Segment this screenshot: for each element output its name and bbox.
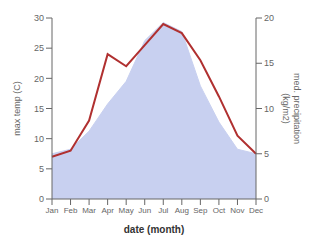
svg-text:0: 0	[39, 194, 44, 204]
svg-text:30: 30	[34, 13, 44, 23]
svg-text:15: 15	[34, 104, 44, 114]
svg-text:10: 10	[34, 134, 44, 144]
svg-text:Jul: Jul	[158, 206, 168, 215]
svg-text:max temp (C): max temp (C)	[12, 81, 22, 136]
svg-text:May: May	[119, 206, 134, 215]
svg-text:Aug: Aug	[175, 206, 189, 215]
svg-text:20: 20	[34, 74, 44, 84]
svg-text:Mar: Mar	[82, 206, 96, 215]
svg-text:Dec: Dec	[249, 206, 263, 215]
svg-text:5: 5	[39, 164, 44, 174]
svg-text:5: 5	[264, 149, 269, 159]
svg-text:Feb: Feb	[64, 206, 78, 215]
svg-text:Sep: Sep	[193, 206, 208, 215]
svg-text:15: 15	[264, 58, 274, 68]
svg-text:20: 20	[264, 13, 274, 23]
svg-text:Apr: Apr	[101, 206, 114, 215]
svg-text:0: 0	[264, 194, 269, 204]
svg-text:date (month): date (month)	[124, 224, 185, 235]
svg-text:25: 25	[34, 43, 44, 53]
svg-text:Jan: Jan	[46, 206, 59, 215]
svg-text:Nov: Nov	[230, 206, 244, 215]
svg-text:Jun: Jun	[138, 206, 151, 215]
svg-text:Oct: Oct	[213, 206, 226, 215]
svg-text:med. precipitation(kg/m2): med. precipitation(kg/m2)	[281, 73, 302, 144]
svg-text:10: 10	[264, 104, 274, 114]
